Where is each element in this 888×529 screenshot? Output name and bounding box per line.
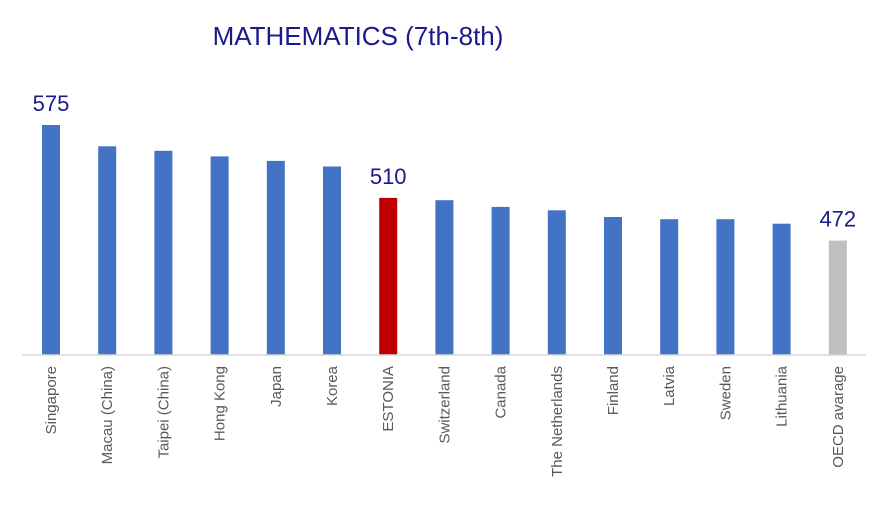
bar-hong-kong	[210, 156, 229, 355]
data-label-singapore: 575	[33, 91, 70, 116]
tick-label-oecd-avarage: OECD avarage	[830, 366, 847, 468]
bar-taipei-china	[154, 150, 173, 355]
tick-label-finland: Finland	[605, 366, 622, 415]
bar-switzerland	[435, 200, 454, 355]
bar-singapore	[42, 125, 60, 355]
tick-label-singapore: Singapore	[43, 366, 60, 434]
tick-label-hong-kong: Hong Kong	[212, 366, 229, 441]
tick-label-lithuania: Lithuania	[774, 365, 791, 427]
bars-group	[42, 125, 847, 355]
tick-label-macau-china: Macau (China)	[99, 366, 116, 464]
tick-label-switzerland: Switzerland	[436, 366, 453, 444]
bar-the-netherlands	[547, 210, 566, 355]
tick-label-taipei-china: Taipei (China)	[155, 366, 172, 459]
tick-label-canada: Canada	[493, 365, 510, 418]
tick-label-latvia: Latvia	[661, 365, 678, 406]
bar-latvia	[660, 219, 679, 355]
data-labels-group: 575 510 472	[33, 91, 857, 232]
tick-label-japan: Japan	[268, 366, 285, 407]
bar-sweden	[716, 219, 735, 355]
bar-korea	[323, 166, 341, 355]
chart-title: MATHEMATICS (7th-8th)	[213, 21, 504, 51]
bar-finland	[604, 217, 622, 355]
tick-label-the-netherlands: The Netherlands	[549, 366, 566, 477]
bar-canada	[491, 206, 510, 355]
bar-oecd-avarage	[828, 240, 847, 355]
bar-macau-china	[98, 146, 117, 355]
data-label-estonia: 510	[370, 164, 407, 189]
x-tick-labels: Singapore Macau (China) Taipei (China) Hong…	[43, 365, 847, 477]
bar-japan	[266, 160, 285, 355]
tick-label-korea: Korea	[324, 365, 341, 406]
bar-estonia	[379, 197, 398, 355]
data-label-oecd-avarage: 472	[819, 207, 856, 232]
tick-label-sweden: Sweden	[717, 366, 734, 420]
tick-label-estonia: ESTONIA	[380, 366, 397, 432]
bar-lithuania	[772, 223, 791, 355]
